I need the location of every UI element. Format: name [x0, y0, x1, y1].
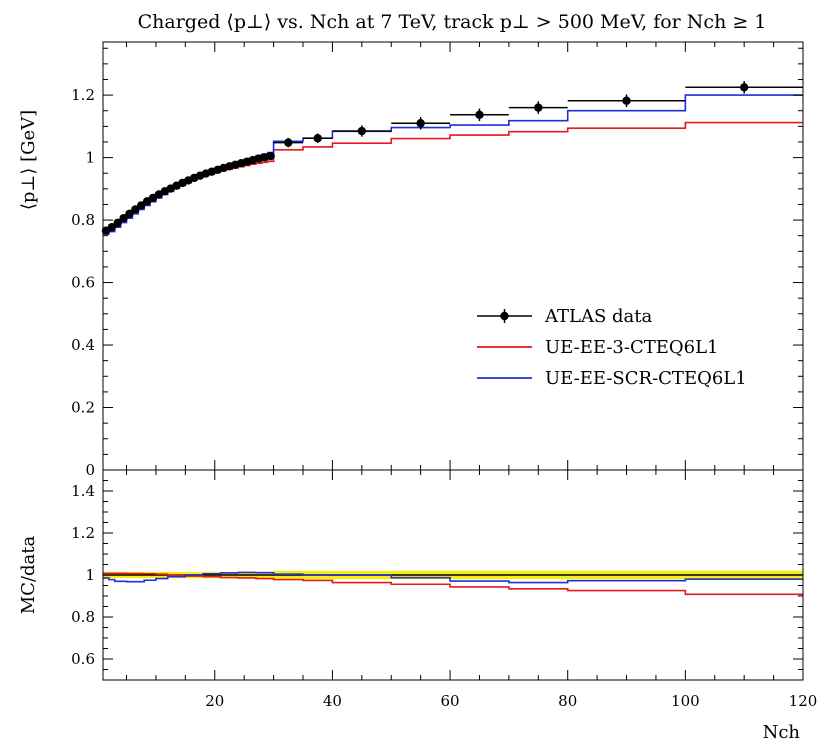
ratio-plot-frame: [102, 469, 804, 681]
x-tick-label: 60: [441, 692, 460, 710]
main-y-tick-label: 1.2: [71, 86, 95, 104]
ratio-uncertainty-band: [103, 570, 803, 580]
ratio-ue-ee-scr-line: [103, 571, 803, 584]
legend-marker: [500, 311, 509, 321]
ratio-y-axis-label: MC/data: [18, 535, 39, 614]
main-y-axis-label: ⟨p⊥⟩ [GeV]: [18, 110, 39, 210]
main-plot-frame: [102, 41, 804, 471]
data-point: [131, 205, 140, 214]
legend: ATLAS data UE-EE-3-CTEQ6L1 UE-EE-SCR-CTEQ6…: [477, 306, 747, 389]
legend-label-1: UE-EE-3-CTEQ6L1: [545, 337, 719, 358]
x-tick-label: 80: [558, 692, 577, 710]
ratio-series: [103, 571, 803, 596]
chart-title: Charged ⟨p⊥⟩ vs. Nch at 7 TeV, track p⊥ …: [138, 11, 767, 33]
ratio-y-tick-label: 0.6: [71, 650, 95, 668]
data-point: [113, 218, 122, 228]
data-point: [475, 110, 484, 119]
main-y-tick-label: 0: [85, 461, 95, 479]
legend-label-2: UE-EE-SCR-CTEQ6L1: [545, 368, 747, 389]
data-point: [137, 201, 146, 210]
series-ue-ee-scr-line: [103, 94, 803, 235]
data-point: [266, 151, 275, 161]
data-point: [107, 223, 117, 232]
x-tick-label: 100: [671, 692, 700, 710]
legend-label-0: ATLAS data: [544, 306, 653, 327]
ratio-panel: 0.6 0.8 1 1.2 1.4 MC/data 20 40 60 80 100 120 Nch: [18, 42, 817, 743]
data-point: [357, 126, 367, 136]
ratio-ue-ee-3-line: [103, 572, 803, 596]
ratio-y-ticks: 0.6 0.8 1 1.2 1.4: [71, 480, 803, 670]
ratio-y-tick-label: 1.4: [71, 482, 95, 500]
x-tick-label: 40: [323, 692, 342, 710]
ratio-y-tick-label: 1: [85, 566, 95, 584]
main-y-tick-label: 0.8: [71, 211, 95, 229]
main-y-ticks: 0 0.2 0.4 0.6 0.8 1 1.2: [71, 47, 803, 479]
main-panel: 0 0.2 0.4 0.6 0.8 1 1.2 ⟨p⊥⟩ [GeV] ATLAS data U…: [18, 41, 804, 479]
data-point: [622, 96, 631, 105]
main-y-tick-label: 0.2: [71, 399, 95, 417]
data-point: [119, 213, 128, 223]
ratio-y-tick-label: 0.8: [71, 608, 95, 626]
main-y-tick-label: 0.6: [71, 274, 95, 292]
x-axis-label: Nch: [763, 722, 801, 743]
x-tick-label: 20: [205, 692, 224, 710]
data-point: [739, 83, 749, 92]
main-title: Charged ⟨p⊥⟩ vs. Nch at 7 TeV, track p⊥ …: [138, 11, 767, 33]
ratio-y-tick-label: 1.2: [71, 524, 95, 542]
data-point: [313, 134, 322, 143]
main-y-tick-label: 0.4: [71, 336, 95, 354]
data-point: [534, 103, 543, 112]
data-point: [125, 209, 134, 219]
main-y-tick-label: 1: [85, 149, 95, 167]
x-ticks: 20 40 60 80 100 120: [126, 42, 818, 710]
x-tick-label: 120: [789, 692, 818, 710]
main-series: [101, 81, 803, 235]
data-point: [284, 138, 293, 147]
data-point: [416, 119, 425, 128]
